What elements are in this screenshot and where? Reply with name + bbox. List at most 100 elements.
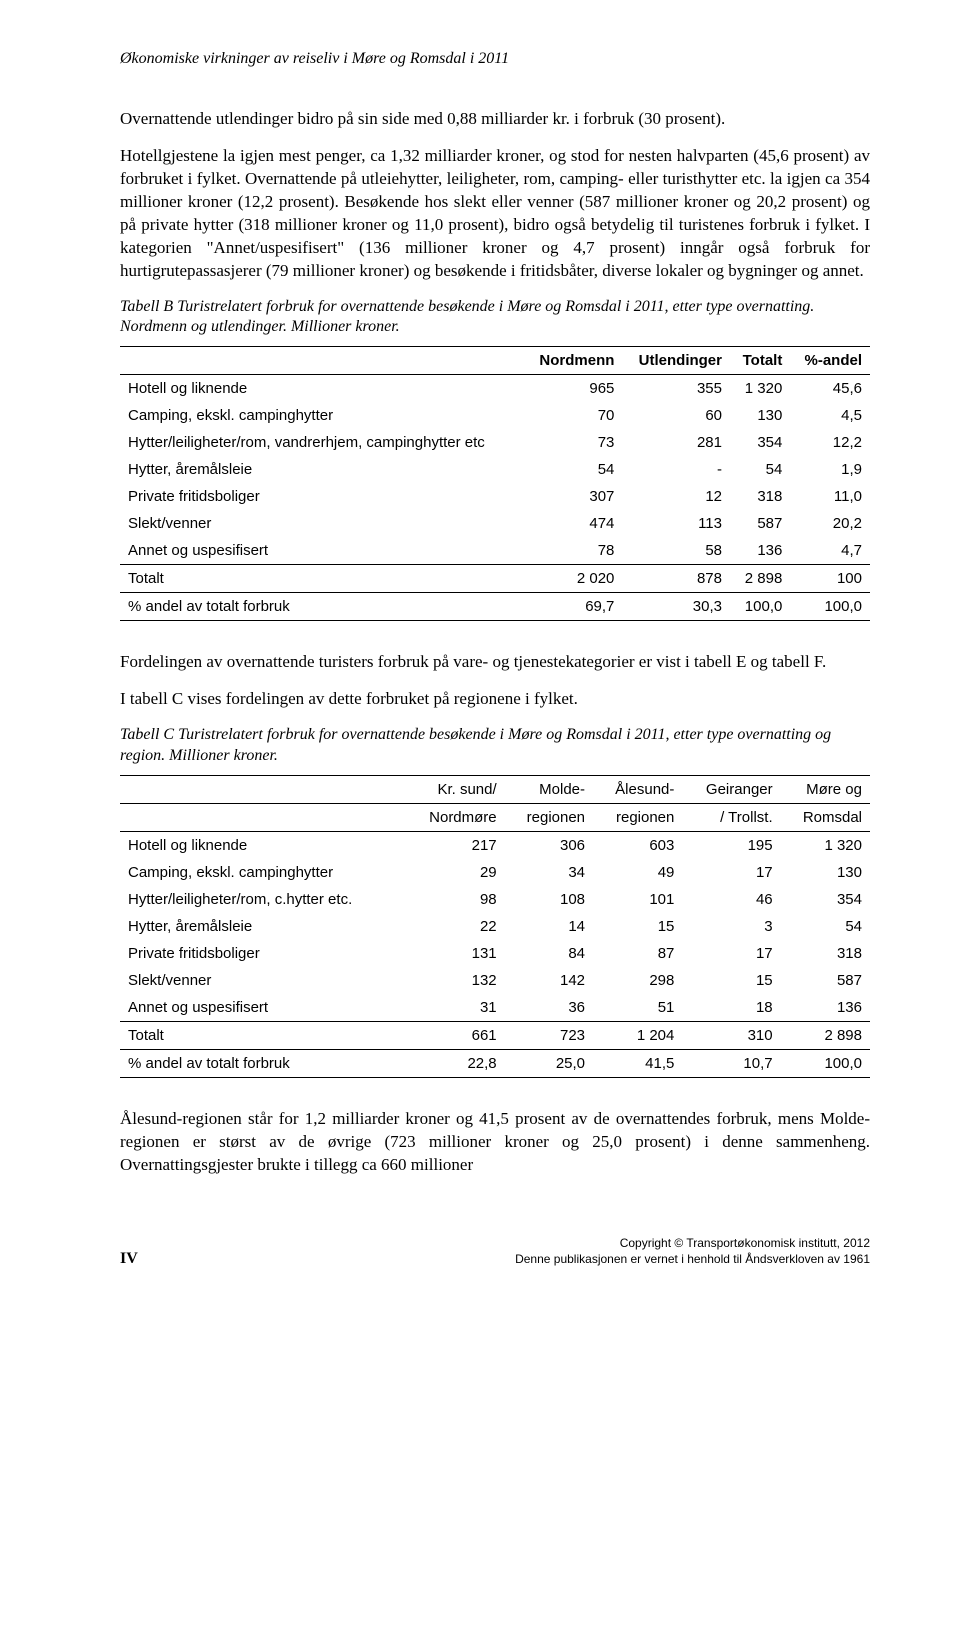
cell: 661 [405,1021,504,1049]
cell: 2 020 [524,565,623,593]
cell: 281 [622,429,730,456]
cell: 195 [682,831,780,859]
table-c-header-row-1: Kr. sund/ Molde- Ålesund- Geiranger Møre… [120,775,870,803]
cell: 136 [730,537,790,565]
cell: - [622,456,730,483]
cell: 3 [682,913,780,940]
cell: 87 [593,940,682,967]
cell: 73 [524,429,623,456]
paragraph-4: I tabell C vises fordelingen av dette fo… [120,688,870,711]
cell: 17 [682,940,780,967]
cell: Slekt/venner [120,510,524,537]
cell: 14 [505,913,593,940]
cell: 130 [781,859,870,886]
cell: 100,0 [781,1049,870,1077]
cell: 108 [505,886,593,913]
cell: 15 [593,913,682,940]
cell: 34 [505,859,593,886]
table-row: Camping, ekskl. campinghytter70601304,5 [120,402,870,429]
cell: 136 [781,994,870,1022]
cell: Kr. sund/ [405,775,504,803]
page-header-title: Økonomiske virkninger av reiseliv i Møre… [120,50,870,68]
cell: 965 [524,375,623,403]
notice-text: Denne publikasjonen er vernet i henhold … [515,1252,870,1268]
cell: 31 [405,994,504,1022]
table-row: Hotell og liknende2173066031951 320 [120,831,870,859]
table-row: Private fritidsboliger131848717318 [120,940,870,967]
cell: 17 [682,859,780,886]
cell: 49 [593,859,682,886]
table-b-caption: Tabell B Turistrelatert forbruk for over… [120,297,870,339]
cell: Hotell og liknende [120,375,524,403]
table-c-total-row: Totalt 661 723 1 204 310 2 898 [120,1021,870,1049]
cell: 101 [593,886,682,913]
cell: Annet og uspesifisert [120,994,405,1022]
table-row: Camping, ekskl. campinghytter29344917130 [120,859,870,886]
cell: Private fritidsboliger [120,483,524,510]
cell: 20,2 [790,510,870,537]
cell: 113 [622,510,730,537]
cell: 1,9 [790,456,870,483]
cell: 98 [405,886,504,913]
cell: 18 [682,994,780,1022]
cell: 84 [505,940,593,967]
cell: % andel av totalt forbruk [120,593,524,621]
cell: Romsdal [781,803,870,831]
cell: 354 [730,429,790,456]
table-row: Slekt/venner47411358720,2 [120,510,870,537]
cell: Møre og [781,775,870,803]
table-c-header-row-2: Nordmøre regionen regionen / Trollst. Ro… [120,803,870,831]
cell: 46 [682,886,780,913]
cell: Nordmøre [405,803,504,831]
table-c-caption: Tabell C Turistrelatert forbruk for over… [120,725,870,767]
cell: 603 [593,831,682,859]
cell: Totalt [120,565,524,593]
cell: 306 [505,831,593,859]
cell: 354 [781,886,870,913]
cell: 1 204 [593,1021,682,1049]
cell: Geiranger [682,775,780,803]
cell: 4,7 [790,537,870,565]
cell: 36 [505,994,593,1022]
table-b-h1: Nordmenn [524,347,623,375]
cell: 723 [505,1021,593,1049]
table-b-h4: %-andel [790,347,870,375]
cell: 100,0 [790,593,870,621]
cell: 587 [781,967,870,994]
cell: 29 [405,859,504,886]
cell: 54 [781,913,870,940]
cell: 2 898 [781,1021,870,1049]
cell: 131 [405,940,504,967]
cell: regionen [505,803,593,831]
cell: 310 [682,1021,780,1049]
cell [120,803,405,831]
page-footer: IV Copyright © Transportøkonomisk instit… [120,1236,870,1267]
cell: 217 [405,831,504,859]
cell: 318 [730,483,790,510]
cell: 298 [593,967,682,994]
cell: 4,5 [790,402,870,429]
cell: Molde- [505,775,593,803]
cell: 878 [622,565,730,593]
cell: / Trollst. [682,803,780,831]
cell: Camping, ekskl. campinghytter [120,402,524,429]
cell: 70 [524,402,623,429]
cell: 51 [593,994,682,1022]
page-number: IV [120,1250,138,1268]
table-b-pct-row: % andel av totalt forbruk 69,7 30,3 100,… [120,593,870,621]
cell: 1 320 [781,831,870,859]
cell: Hytter, åremålsleie [120,913,405,940]
cell: 1 320 [730,375,790,403]
cell: 587 [730,510,790,537]
cell: 78 [524,537,623,565]
copyright-text: Copyright © Transportøkonomisk institutt… [515,1236,870,1252]
cell: Slekt/venner [120,967,405,994]
table-b: Nordmenn Utlendinger Totalt %-andel Hote… [120,346,870,621]
cell: 69,7 [524,593,623,621]
cell: 307 [524,483,623,510]
table-row: Slekt/venner13214229815587 [120,967,870,994]
cell: 355 [622,375,730,403]
cell: Annet og uspesifisert [120,537,524,565]
table-b-total-row: Totalt 2 020 878 2 898 100 [120,565,870,593]
cell: 58 [622,537,730,565]
